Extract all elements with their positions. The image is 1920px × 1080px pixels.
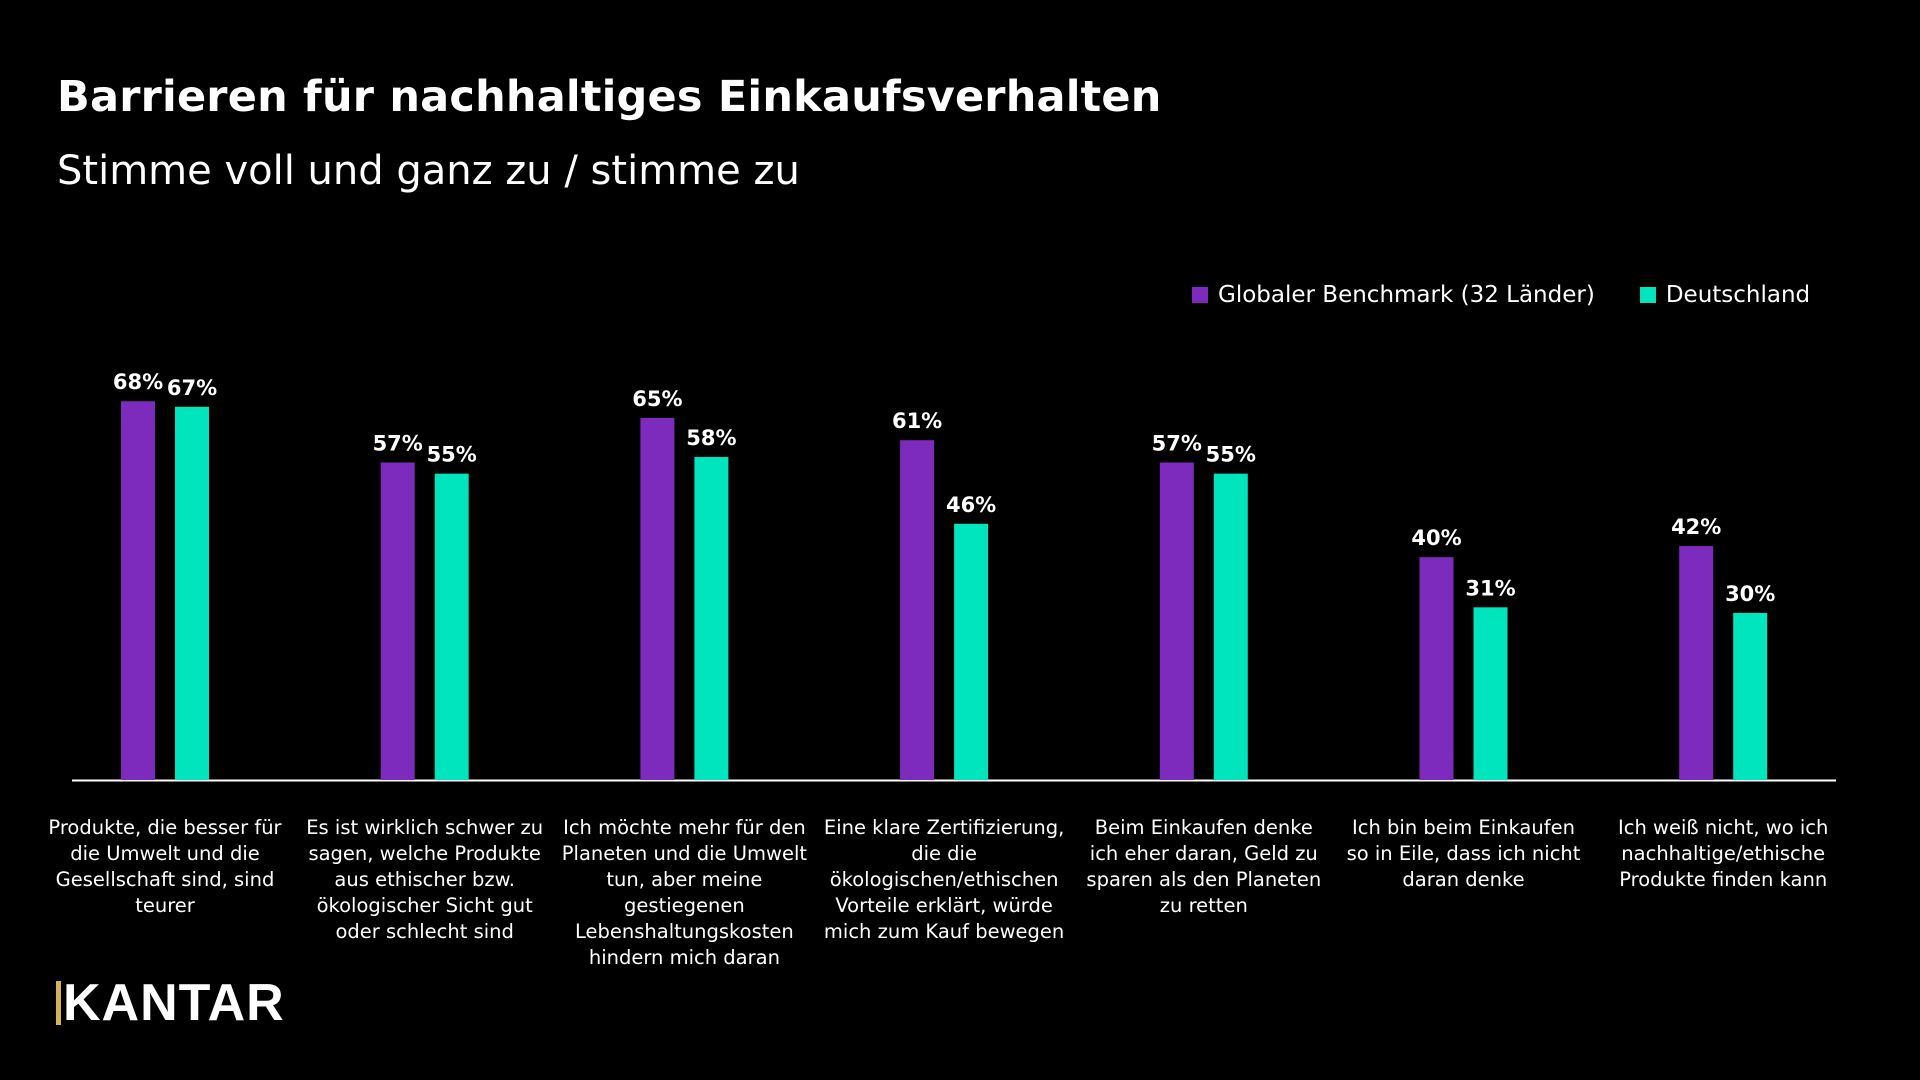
data-label-germany-6: 31% <box>1465 576 1515 600</box>
category-label-4: Eine klare Zertifizierung, die die ökolo… <box>823 816 1065 943</box>
bar-global-3 <box>640 417 675 780</box>
bar-global-6 <box>1419 557 1454 780</box>
bar-global-4 <box>900 440 935 780</box>
bar-germany-7 <box>1733 612 1768 780</box>
bar-germany-6 <box>1473 607 1508 780</box>
category-label-1: Produkte, die besser für die Umwelt und … <box>48 816 282 917</box>
category-label-3: Ich möchte mehr für den Planeten und die… <box>561 816 808 969</box>
data-label-germany-3: 58% <box>686 426 736 450</box>
data-label-global-4: 61% <box>892 409 942 433</box>
data-label-global-2: 57% <box>373 432 423 456</box>
data-label-germany-1: 67% <box>167 376 217 400</box>
category-label-7: Ich weiß nicht, wo ich nachhaltige/ethis… <box>1618 816 1829 891</box>
bar-global-1 <box>121 401 155 780</box>
data-label-global-6: 40% <box>1411 526 1461 550</box>
legend-label-global: Globaler Benchmark (32 Länder) <box>1218 282 1595 308</box>
legend-swatch-germany <box>1639 287 1656 303</box>
bar-germany-5 <box>1213 473 1248 780</box>
data-label-global-7: 42% <box>1671 515 1721 539</box>
data-label-global-5: 57% <box>1152 432 1202 456</box>
data-label-global-1: 68% <box>113 370 163 394</box>
bar-germany-3 <box>694 456 729 780</box>
kantar-logo: KANTAR <box>56 973 285 1033</box>
chart-legend: Globaler Benchmark (32 Länder) Deutschla… <box>1192 282 1810 308</box>
data-label-germany-5: 55% <box>1206 443 1256 467</box>
legend-label-germany: Deutschland <box>1665 282 1811 308</box>
category-label-2: Es ist wirklich schwer zu sagen, welche … <box>306 816 544 943</box>
category-label-5: Beim Einkaufen denke ich eher daran, Gel… <box>1086 816 1322 917</box>
legend-item-germany: Deutschland <box>1639 282 1811 308</box>
bar-global-5 <box>1159 462 1194 780</box>
data-label-global-3: 65% <box>632 387 682 411</box>
data-label-germany-4: 46% <box>946 493 996 517</box>
chart-title: Barrieren für nachhaltiges Einkaufsverha… <box>57 72 1162 122</box>
category-label-6: Ich bin beim Einkaufen so in Eile, dass … <box>1346 816 1581 891</box>
bar-germany-1 <box>175 406 209 780</box>
bar-germany-2 <box>434 473 469 780</box>
chart-subtitle: Stimme voll und ganz zu / stimme zu <box>57 148 800 194</box>
bar-germany-4 <box>954 523 989 780</box>
data-label-germany-2: 55% <box>427 443 477 467</box>
legend-swatch-global <box>1192 287 1208 303</box>
logo-text: KANTAR <box>63 974 285 1032</box>
logo-accent-bar <box>56 981 61 1025</box>
bar-global-7 <box>1679 546 1714 780</box>
data-label-germany-7: 30% <box>1725 582 1775 606</box>
legend-item-global: Globaler Benchmark (32 Länder) <box>1192 282 1595 308</box>
bar-global-2 <box>380 462 415 780</box>
